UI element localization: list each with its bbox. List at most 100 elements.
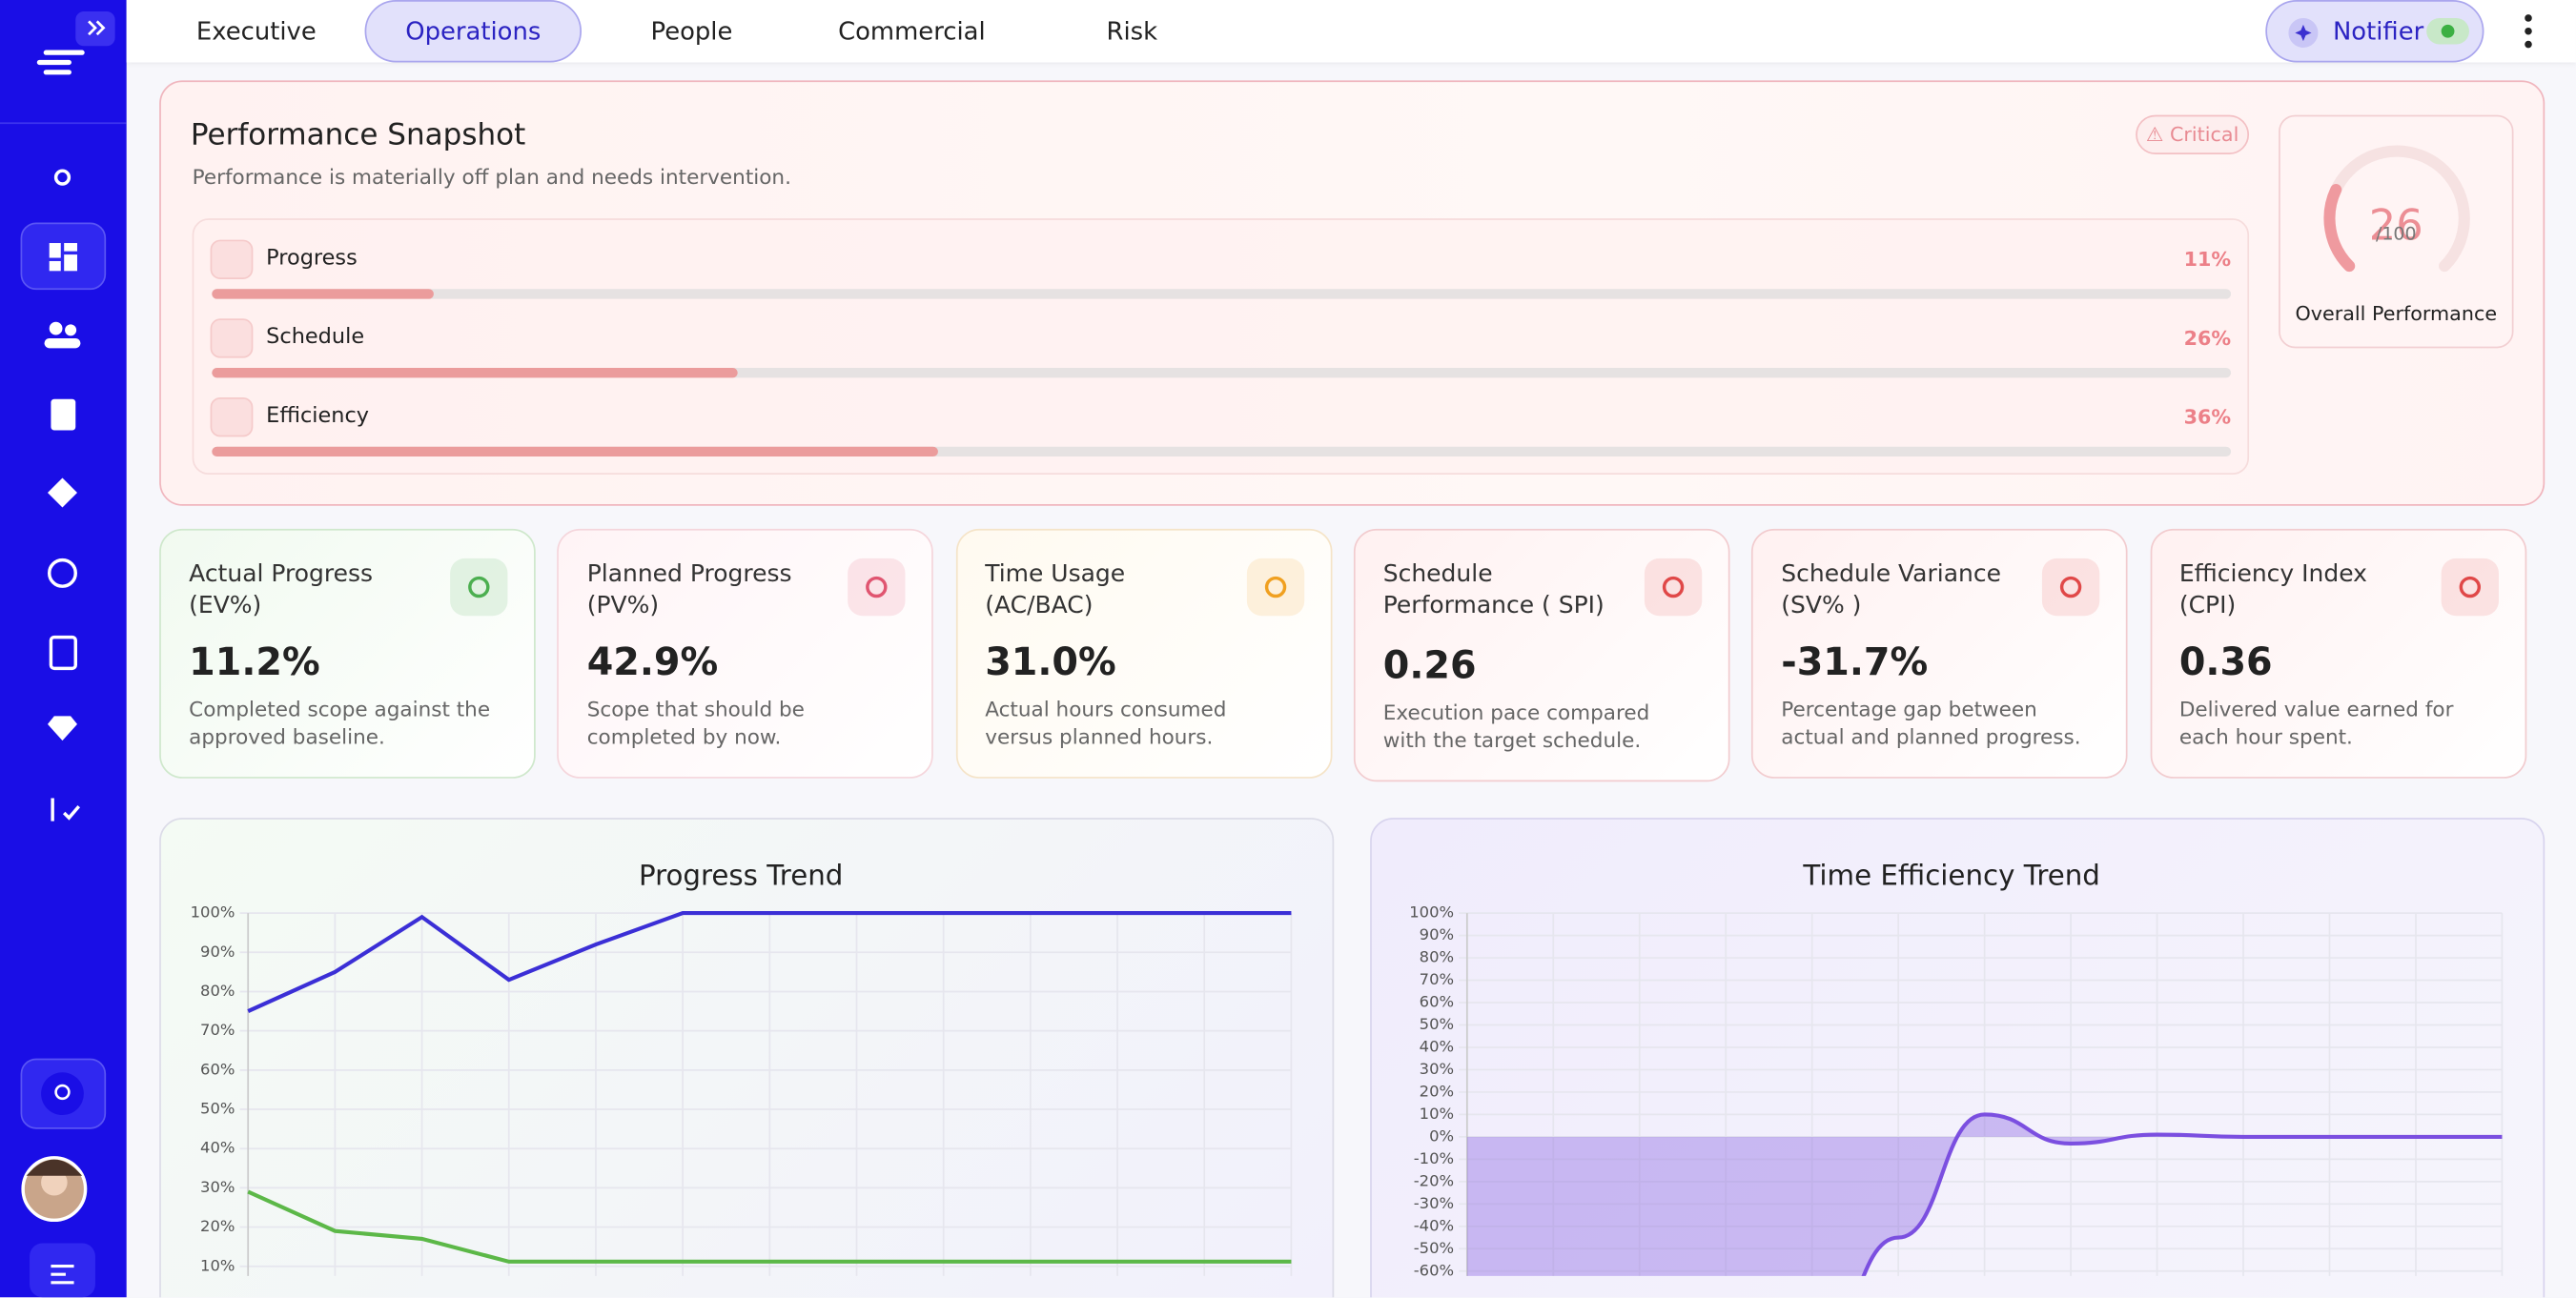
y-tick-label: 20% [200, 1217, 235, 1235]
kpi-card: Time Usage (AC/BAC) 31.0% Actual hours con… [955, 528, 1332, 779]
metric-label: Progress [266, 246, 358, 272]
nav-tab[interactable]: Commercial [838, 16, 986, 47]
metric-label: Schedule [266, 325, 365, 351]
nav-icon[interactable] [49, 635, 77, 671]
snapshot-card: Performance Snapshot Performance is mate… [159, 80, 2545, 506]
y-tick-label: 100% [1409, 903, 1454, 922]
y-tick-label: -40% [1414, 1216, 1454, 1234]
nav-icon[interactable] [47, 558, 77, 588]
chart-card [159, 818, 1335, 1298]
y-tick-label: -50% [1414, 1239, 1454, 1257]
snapshot-subtitle: Performance is materially off plan and n… [192, 164, 791, 190]
kpi-card: Planned Progress (PV%) 42.9% Scope that sh… [557, 528, 934, 779]
area-fill [1466, 1114, 2503, 1276]
nav-tab[interactable]: Operations [364, 0, 583, 63]
y-tick-label: 80% [200, 982, 235, 1000]
nav-tab[interactable]: Executive [195, 16, 317, 47]
kpi-value: 42.9% [586, 641, 719, 685]
notifier-label: Notifier [2332, 16, 2424, 47]
y-tick-label: 100% [191, 903, 235, 922]
kpi-title: Time Usage (AC/BAC) [985, 561, 1126, 619]
y-tick-label: -20% [1414, 1171, 1454, 1189]
y-tick-label: 40% [1420, 1037, 1454, 1055]
y-tick-label: 10% [200, 1256, 235, 1274]
y-tick-label: 50% [200, 1100, 235, 1118]
badge-text: Critical [2169, 123, 2239, 147]
notifier-icon [2288, 17, 2319, 48]
kpi-description: Execution pace compared with the target … [1382, 700, 1650, 753]
nav-icon[interactable] [47, 716, 77, 741]
kpi-card: Actual Progress (EV%) 11.2% Completed scop… [159, 528, 536, 779]
series-line [247, 911, 1292, 1013]
progress-fill [212, 367, 737, 378]
kpi-icon [1644, 558, 1703, 617]
y-tick-label: 30% [1420, 1060, 1454, 1078]
kpi-value: 31.0% [985, 641, 1116, 685]
y-tick-label: -30% [1414, 1194, 1454, 1212]
notifier[interactable]: Notifier [2265, 0, 2484, 63]
status-toggle[interactable] [2426, 17, 2469, 45]
gauge-arc [2323, 184, 2356, 273]
nav-icon[interactable] [53, 169, 72, 186]
progress-track [212, 367, 2232, 378]
nav-icon[interactable] [51, 798, 81, 821]
metric-value: 11% [2183, 248, 2232, 272]
kpi-value: 11.2% [189, 641, 320, 685]
status-badge: ⚠ Critical [2136, 114, 2250, 154]
kpi-title: Efficiency Index (CPI) [2178, 561, 2367, 619]
kpi-title: Schedule Performance ( SPI) [1382, 561, 1605, 619]
kpi-icon [2440, 558, 2499, 617]
collapse-button[interactable] [30, 1243, 95, 1298]
y-tick-label: 90% [200, 943, 235, 961]
y-tick-label: 60% [1420, 993, 1454, 1011]
y-tick-label: 20% [1420, 1082, 1454, 1100]
y-tick-label: 90% [1420, 925, 1454, 943]
series-line [247, 1189, 1292, 1264]
y-tick-label: 80% [1420, 948, 1454, 966]
gauge-card: 26 /100 Overall Performance [2279, 114, 2514, 349]
kpi-description: Actual hours consumed versus planned hou… [985, 696, 1227, 749]
kpi-description: Completed scope against the approved bas… [189, 696, 491, 749]
nav-icon[interactable] [51, 398, 76, 431]
kpi-title: Planned Progress (PV%) [586, 561, 792, 619]
nav-icon[interactable] [49, 321, 63, 335]
nav-tab[interactable]: People [650, 16, 733, 47]
plot: 10% 20% 30% 40% 50% 60% 70% 80% 90% 100% [191, 903, 1293, 1276]
nav-tab[interactable]: Risk [1106, 16, 1158, 47]
y-tick-label: 60% [200, 1060, 235, 1078]
more-menu[interactable] [2519, 13, 2539, 50]
progress-track [212, 446, 2232, 457]
metric-icon [210, 239, 254, 279]
y-tick-label: 50% [1420, 1015, 1454, 1033]
kpi-card: Efficiency Index (CPI) 0.36 Delivered valu… [2149, 528, 2526, 779]
metric-value: 36% [2183, 405, 2232, 429]
y-tick-label: 0% [1429, 1126, 1454, 1145]
sidebar [0, 0, 127, 1298]
nav-active[interactable] [20, 222, 107, 291]
metric-icon [210, 397, 254, 437]
kpi-title: Actual Progress (EV%) [189, 561, 374, 619]
kpi-card: Schedule Performance ( SPI) 0.26 Execution… [1353, 528, 1730, 782]
chart-title: Time Efficiency Trend [1802, 860, 2099, 892]
kpi-icon [1246, 558, 1304, 617]
kpi-icon [848, 558, 906, 617]
kpi-card: Schedule Variance (SV% ) -31.7% Percentage… [1751, 528, 2128, 779]
kpi-title: Schedule Variance (SV% ) [1781, 561, 2001, 619]
sidebar-icons [0, 11, 127, 1298]
progress-track [212, 289, 2232, 299]
metric-label: Efficiency [266, 403, 370, 429]
y-tick-label: 30% [200, 1178, 235, 1196]
logo [36, 50, 85, 75]
series-line [1861, 1112, 2503, 1276]
y-tick-label: 10% [1420, 1105, 1454, 1123]
metric-value: 26% [2183, 326, 2232, 351]
progress-fill [212, 446, 939, 457]
top-nav: Executive Operations People Commercial Risk … [126, 0, 2576, 63]
y-tick-label: -10% [1414, 1149, 1454, 1167]
kpi-value: -31.7% [1781, 641, 1929, 685]
metrics-panel: Progress 11% Schedule 26% Efficiency 36% [192, 218, 2250, 476]
kpi-description: Percentage gap between actual and planne… [1781, 696, 2081, 749]
gauge-max: /100 [2375, 223, 2417, 245]
